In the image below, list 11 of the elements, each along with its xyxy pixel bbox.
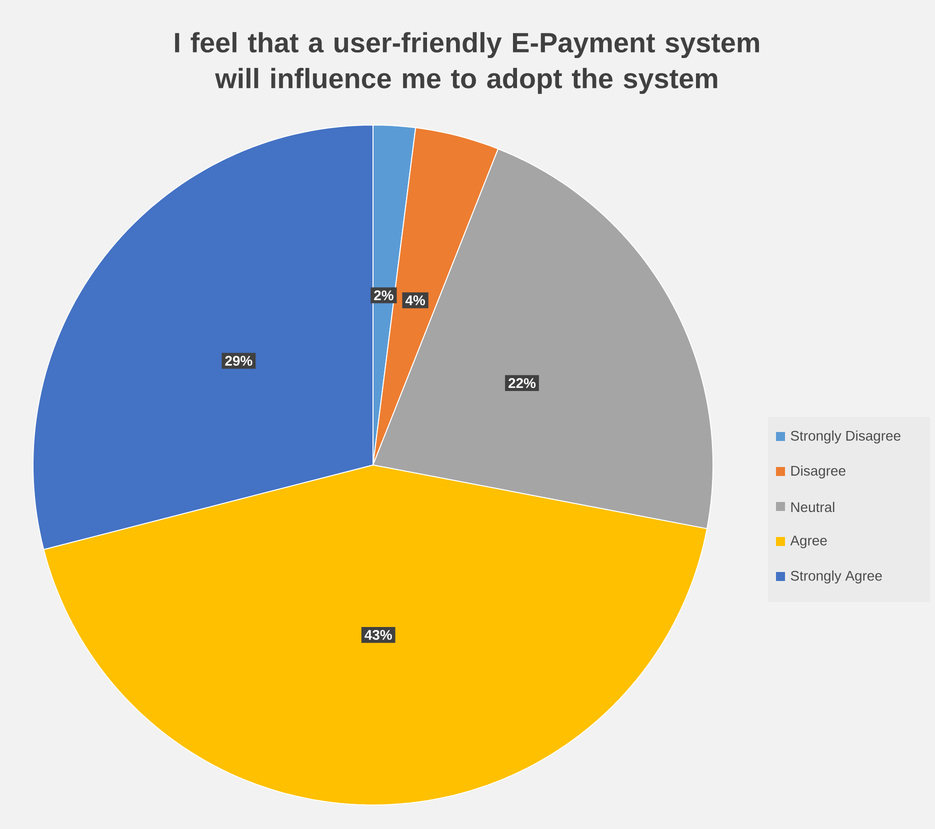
chart-title: I feel that a user-friendly E-Payment system will influence me to adopt the system (175, 32, 759, 94)
legend-label: Strongly Agree (790, 570, 882, 584)
legend-label: Strongly Disagree (790, 430, 900, 444)
data-label: 22% (508, 378, 536, 388)
legend-label: Agree (790, 536, 827, 548)
data-label: 29% (225, 356, 252, 366)
data-label: 4% (405, 295, 425, 306)
legend-label: Neutral (791, 502, 834, 512)
data-label: 2% (374, 290, 394, 300)
data-label: 43% (364, 630, 392, 640)
legend-label: Disagree (791, 465, 846, 478)
